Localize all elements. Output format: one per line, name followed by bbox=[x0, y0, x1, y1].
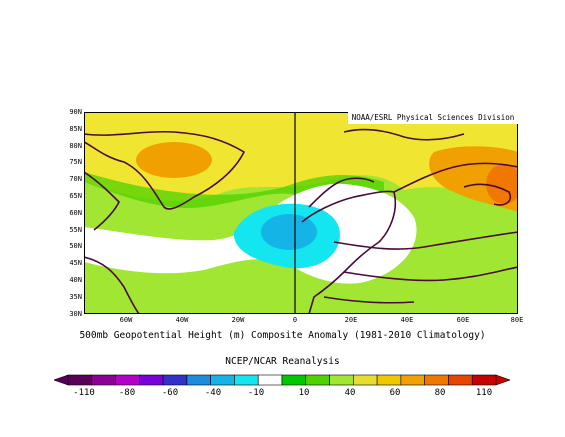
colorbar-label: 60 bbox=[389, 388, 401, 398]
colorbar-label: 110 bbox=[475, 388, 493, 398]
lat-label: 85N bbox=[69, 124, 82, 133]
colorbar-label: -10 bbox=[247, 388, 265, 398]
lat-label: 75N bbox=[69, 158, 82, 167]
lat-label: 45N bbox=[69, 259, 82, 268]
anomaly-map bbox=[83, 112, 522, 315]
credit-label: NOAA/ESRL Physical Sciences Division bbox=[348, 112, 518, 124]
colorbar-max-arrow bbox=[495, 374, 510, 386]
colorbar-cell bbox=[115, 374, 140, 386]
colorbar-label: -40 bbox=[204, 388, 222, 398]
lat-label: 60N bbox=[69, 208, 82, 217]
colorbar-cell bbox=[281, 374, 307, 386]
colorbar-cell bbox=[329, 374, 354, 386]
lon-label: 0 bbox=[292, 316, 298, 324]
lat-label: 30N bbox=[69, 309, 82, 318]
lon-label: 20W bbox=[231, 316, 245, 324]
lat-label: 70N bbox=[69, 175, 82, 184]
colorbar-cell bbox=[471, 374, 497, 386]
colorbar-cell bbox=[305, 374, 330, 386]
lat-label: 50N bbox=[69, 242, 82, 251]
lat-label: 65N bbox=[69, 192, 82, 200]
colorbar-cell bbox=[424, 374, 449, 386]
colorbar-label: 40 bbox=[344, 388, 356, 398]
colorbar bbox=[54, 374, 510, 386]
colorbar-cell bbox=[448, 374, 473, 386]
lat-label: 40N bbox=[69, 276, 82, 284]
colorbar-label: -110 bbox=[73, 388, 95, 398]
colorbar-cell bbox=[210, 374, 235, 386]
colorbar-label: -60 bbox=[161, 388, 179, 398]
lat-label: 55N bbox=[69, 225, 82, 234]
lon-label: 60E bbox=[456, 316, 470, 324]
colorbar-cell bbox=[91, 374, 116, 386]
colorbar-cell bbox=[234, 374, 259, 386]
lat-label: 35N bbox=[69, 292, 82, 301]
lon-label: 80E bbox=[510, 316, 524, 324]
lon-label: 40W bbox=[175, 316, 189, 324]
colorbar-cell bbox=[139, 374, 164, 386]
colorbar-label: 10 bbox=[298, 388, 310, 398]
colorbar-cell bbox=[162, 374, 188, 386]
lon-label: 20E bbox=[344, 316, 358, 324]
lon-label: 60W bbox=[119, 316, 133, 324]
colorbar-label: 80 bbox=[434, 388, 446, 398]
colorbar-cell bbox=[67, 374, 93, 386]
colorbar-cell bbox=[353, 374, 378, 386]
lat-label: 90N bbox=[69, 108, 82, 116]
colorbar-cell bbox=[257, 374, 283, 386]
colorbar-min-arrow bbox=[54, 374, 69, 386]
colorbar-label: -80 bbox=[118, 388, 136, 398]
colorbar-cell bbox=[400, 374, 425, 386]
colorbar-cell bbox=[186, 374, 211, 386]
lat-label: 80N bbox=[69, 141, 82, 150]
map-panel: NOAA/ESRL Physical Sciences Division bbox=[83, 112, 522, 315]
colorbar-cell bbox=[376, 374, 402, 386]
lon-label: 40E bbox=[400, 316, 414, 324]
data-source-label: NCEP/NCAR Reanalysis bbox=[225, 356, 340, 367]
map-caption: 500mb Geopotential Height (m) Composite … bbox=[79, 330, 486, 341]
